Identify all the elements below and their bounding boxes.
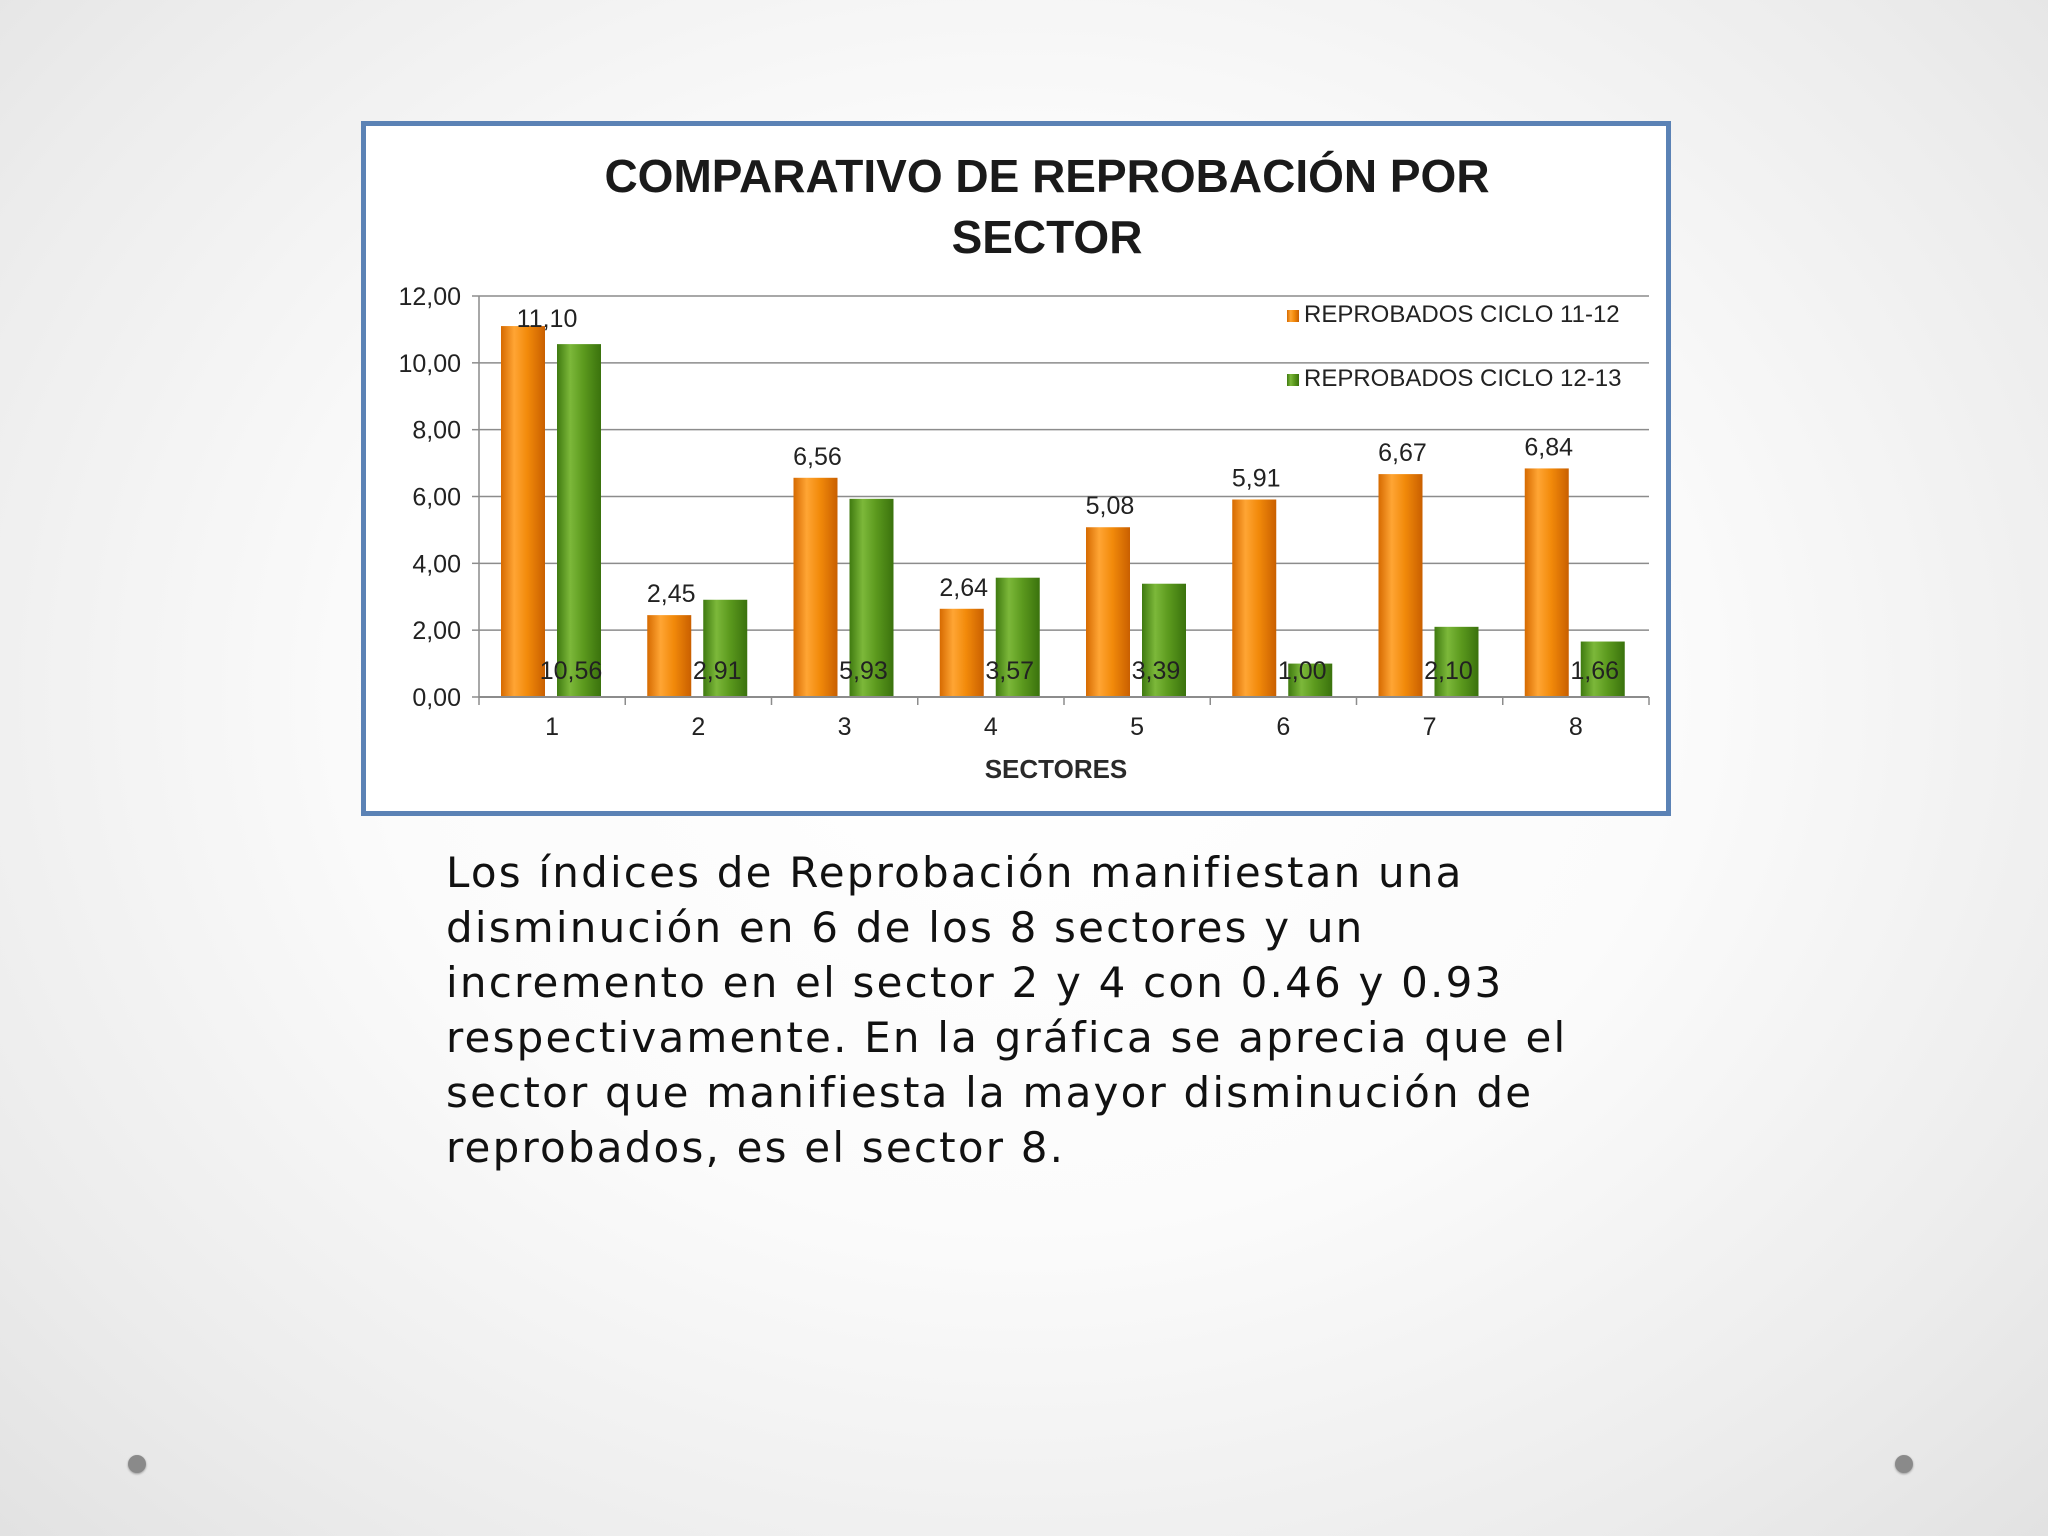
data-label-series-2: 3,57 — [985, 657, 1034, 685]
x-tick-label: 5 — [1130, 713, 1144, 741]
data-label-series-1: 2,64 — [939, 574, 988, 602]
y-tick-label: 8,00 — [412, 417, 461, 445]
paragraph-line: incremento en el sector 2 y 4 con 0.46 y… — [446, 958, 1504, 1007]
data-label-series-1: 6,84 — [1524, 433, 1573, 461]
x-tick-label: 4 — [984, 713, 998, 741]
bar-series-1 — [939, 608, 984, 697]
data-label-series-1: 11,10 — [517, 305, 578, 333]
data-label-series-2: 2,91 — [693, 657, 742, 685]
y-tick-label: 10,00 — [398, 350, 461, 378]
x-tick-label: 7 — [1423, 713, 1437, 741]
data-label-series-1: 5,91 — [1232, 465, 1281, 493]
data-label-series-1: 6,67 — [1378, 439, 1427, 467]
bar-series-1 — [1378, 474, 1423, 697]
x-tick-label: 1 — [545, 713, 559, 741]
data-label-series-2: 10,56 — [540, 657, 603, 685]
x-tick-label: 8 — [1569, 713, 1583, 741]
slide-paragraph: Los índices de Reprobación manifiestan u… — [446, 845, 1666, 1175]
data-label-series-2: 1,00 — [1278, 657, 1327, 685]
paragraph-line: sector que manifiesta la mayor disminuci… — [446, 1068, 1534, 1117]
paragraph-line: disminución en 6 de los 8 sectores y un — [446, 903, 1365, 952]
chart-title: SECTOR — [952, 211, 1143, 263]
paragraph-line: Los índices de Reprobación manifiestan u… — [446, 848, 1464, 897]
bar-series-1 — [647, 615, 692, 697]
data-label-series-2: 2,10 — [1424, 657, 1473, 685]
legend-label: REPROBADOS CICLO 12-13 — [1304, 365, 1621, 392]
bar-series-2 — [1142, 583, 1186, 697]
legend-label: REPROBADOS CICLO 11-12 — [1304, 301, 1620, 328]
data-label-series-1: 6,56 — [793, 443, 842, 471]
paragraph-line: respectivamente. En la gráfica se apreci… — [446, 1013, 1568, 1062]
legend-swatch — [1287, 310, 1299, 322]
slide-bullet-dot-left — [128, 1455, 146, 1473]
bar-series-2 — [995, 577, 1040, 697]
bar-series-1 — [793, 477, 838, 697]
bar-series-1 — [1086, 527, 1130, 697]
x-tick-label: 2 — [691, 713, 705, 741]
bar-series-1 — [501, 326, 545, 697]
chart-title: COMPARATIVO DE REPROBACIÓN POR — [604, 150, 1489, 202]
bar-chart: COMPARATIVO DE REPROBACIÓN POR SECTOR 0,0… — [398, 150, 1650, 784]
bar-series-2 — [1434, 626, 1479, 697]
y-tick-label: 6,00 — [412, 484, 461, 512]
bar-series-2 — [1288, 663, 1333, 697]
y-tick-label: 12,00 — [398, 283, 461, 311]
x-tick-label: 3 — [838, 713, 852, 741]
bar-series-2 — [557, 344, 601, 697]
data-label-series-1: 5,08 — [1086, 492, 1135, 520]
x-axis-title: SECTORES — [985, 754, 1128, 784]
bar-series-2 — [1580, 641, 1625, 697]
paragraph-line: reprobados, es el sector 8. — [446, 1123, 1066, 1172]
bar-series-2 — [703, 599, 748, 697]
x-tick-label: 6 — [1276, 713, 1290, 741]
bar-series-2 — [849, 498, 894, 697]
data-label-series-1: 2,45 — [647, 580, 696, 608]
data-label-series-2: 5,93 — [839, 657, 888, 685]
bar-series-1 — [1232, 499, 1277, 697]
y-tick-label: 2,00 — [412, 617, 461, 645]
bar-series-1 — [1524, 468, 1569, 697]
chart-frame: COMPARATIVO DE REPROBACIÓN POR SECTOR 0,0… — [361, 121, 1671, 816]
y-tick-label: 0,00 — [412, 684, 461, 712]
legend-swatch — [1287, 374, 1299, 386]
data-label-series-2: 3,39 — [1132, 657, 1181, 685]
slide-bullet-dot-right — [1895, 1455, 1913, 1473]
y-tick-label: 4,00 — [412, 550, 461, 578]
data-label-series-2: 1,66 — [1570, 657, 1619, 685]
